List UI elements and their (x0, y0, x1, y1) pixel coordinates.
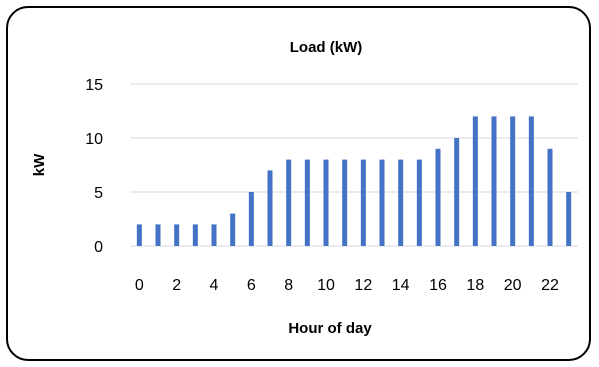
bar-hour-17 (454, 138, 460, 246)
bar-hour-19 (491, 116, 497, 247)
x-tick-label: 10 (317, 277, 335, 294)
x-tick-label: 22 (541, 277, 559, 294)
bar-hour-1 (155, 224, 161, 246)
x-tick-label: 2 (172, 277, 181, 294)
bar-hour-0 (136, 224, 142, 246)
bar-hour-18 (472, 116, 478, 247)
bar-hour-23 (566, 192, 572, 246)
y-tick-labels: 0 5 10 15 (85, 77, 103, 256)
y-axis-title: kW (31, 153, 48, 176)
x-tick-label: 4 (210, 277, 219, 294)
bar-hour-2 (174, 224, 180, 246)
x-tick-label: 14 (392, 277, 410, 294)
bar-hour-15 (416, 159, 422, 246)
bar-hour-21 (528, 116, 534, 247)
bar-hour-10 (323, 159, 329, 246)
y-tick-label: 0 (94, 239, 103, 256)
bar-hour-6 (248, 192, 254, 246)
bar-hour-14 (398, 159, 404, 246)
x-tick-label: 16 (429, 277, 447, 294)
bar-hour-11 (342, 159, 348, 246)
x-tick-label: 0 (135, 277, 144, 294)
y-tick-label: 10 (85, 131, 103, 148)
x-tick-label: 12 (354, 277, 372, 294)
bar-hour-4 (211, 224, 217, 246)
bar-hour-3 (192, 224, 198, 246)
bar-hour-9 (304, 159, 310, 246)
y-tick-label: 15 (85, 77, 103, 94)
chart-title: Load (kW) (290, 39, 363, 56)
x-tick-label: 6 (247, 277, 256, 294)
bar-hour-16 (435, 148, 441, 246)
x-tick-label: 8 (284, 277, 293, 294)
x-tick-label: 20 (504, 277, 522, 294)
y-tick-label: 5 (94, 185, 103, 202)
bar-hour-7 (267, 170, 273, 246)
bars (136, 116, 572, 247)
bar-hour-22 (547, 148, 553, 246)
bar-hour-20 (510, 116, 516, 247)
x-tick-labels: 0 2 4 6 8 10 12 14 16 18 20 22 (135, 277, 559, 294)
bar-hour-12 (360, 159, 366, 246)
bar-hour-8 (286, 159, 292, 246)
bar-hour-13 (379, 159, 385, 246)
x-axis-title: Hour of day (288, 320, 372, 337)
bar-hour-5 (230, 213, 236, 246)
gridlines (130, 83, 578, 247)
x-tick-label: 18 (466, 277, 484, 294)
